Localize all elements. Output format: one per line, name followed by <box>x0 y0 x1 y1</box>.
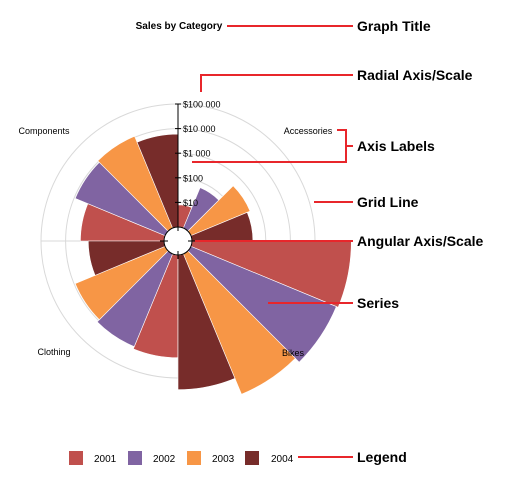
legend-item-2003[interactable]: 2003 <box>187 451 235 465</box>
category-label-components: Components <box>18 126 70 136</box>
callout-graph-title: Graph Title <box>357 18 431 34</box>
legend-label-2002: 2002 <box>153 454 176 465</box>
chart-title: Sales by Category <box>136 21 223 32</box>
legend-swatch-2003 <box>187 451 201 465</box>
angular-axis-ring <box>163 226 193 256</box>
radial-tick-label-0: $10 <box>183 198 198 208</box>
callout-axis-labels: Axis Labels <box>357 138 435 154</box>
category-label-accessories: Accessories <box>284 126 333 136</box>
callout-angular-axis: Angular Axis/Scale <box>357 233 484 249</box>
radial-tick-label-1: $100 <box>183 173 203 183</box>
series-bars <box>74 133 352 395</box>
legend-label-2001: 2001 <box>94 454 117 465</box>
radial-tick-label-2: $1 000 <box>183 149 211 159</box>
callout-grid-line: Grid Line <box>357 194 419 210</box>
category-label-clothing: Clothing <box>37 347 70 357</box>
radial-tick-label-3: $10 000 <box>183 124 216 134</box>
callout-line-radial-axis <box>200 74 353 92</box>
legend-label-2003: 2003 <box>212 454 235 465</box>
radial-axis: $10 $100 $1 000 $10 000 $100 000 <box>160 100 221 259</box>
legend-item-2001[interactable]: 2001 <box>69 451 117 465</box>
legend-item-2002[interactable]: 2002 <box>128 451 176 465</box>
legend-swatch-2001 <box>69 451 83 465</box>
category-label-bikes: Bikes <box>282 348 305 358</box>
callout-legend: Legend <box>357 449 407 465</box>
callout-radial-axis: Radial Axis/Scale <box>357 67 473 83</box>
legend-item-2004[interactable]: 2004 <box>245 451 294 465</box>
callout-lines <box>192 25 353 458</box>
callout-series: Series <box>357 295 399 311</box>
radial-tick-label-4: $100 000 <box>183 100 221 110</box>
legend: 2001 2002 2003 2004 <box>69 451 294 465</box>
legend-swatch-2002 <box>128 451 142 465</box>
legend-swatch-2004 <box>245 451 259 465</box>
legend-label-2004: 2004 <box>271 454 294 465</box>
